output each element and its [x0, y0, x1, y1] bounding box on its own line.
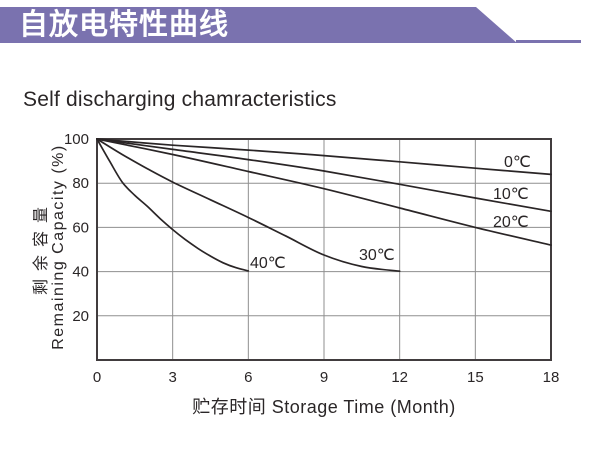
x-tick-label: 0 [93, 369, 101, 386]
curve-40c [96, 138, 250, 272]
curve-10c [96, 138, 552, 213]
curve-0c [96, 138, 552, 176]
x-tick-label: 3 [168, 369, 176, 386]
y-axis-title: 剩余容量 Remaining Capacity (%) [33, 117, 67, 377]
plot-border [96, 138, 552, 361]
x-axis-title: 贮存时间 Storage Time (Month) [192, 397, 456, 417]
curve-label-30c: 30℃ [359, 247, 395, 264]
x-tick-label: 12 [391, 369, 408, 386]
curve-30c [96, 138, 401, 273]
y-tick-label: 80 [72, 175, 89, 192]
y-tick-label: 40 [72, 264, 89, 281]
x-tick-label: 15 [467, 369, 484, 386]
y-tick-label: 20 [72, 308, 89, 325]
banner-underline [516, 40, 581, 43]
x-tick-label: 6 [244, 369, 252, 386]
curve-label-20c: 20℃ [493, 214, 529, 231]
y-axis-title-english: Remaining Capacity (%) [50, 144, 67, 350]
y-axis-title-chinese: 剩余容量 [33, 199, 50, 296]
banner-title: 自放电特性曲线 [19, 9, 230, 41]
curve-label-0c: 0℃ [504, 154, 531, 171]
curve-label-10c: 10℃ [493, 186, 529, 203]
x-tick-label: 18 [543, 369, 560, 386]
header-banner: 自放电特性曲线 [0, 7, 517, 43]
y-tick-label: 60 [72, 219, 89, 236]
y-tick-label: 100 [64, 131, 89, 148]
chart-title: Self discharging chamracteristics [23, 88, 337, 111]
x-tick-label: 9 [320, 369, 328, 386]
curve-20c [96, 138, 552, 246]
curve-label-40c: 40℃ [250, 255, 286, 272]
